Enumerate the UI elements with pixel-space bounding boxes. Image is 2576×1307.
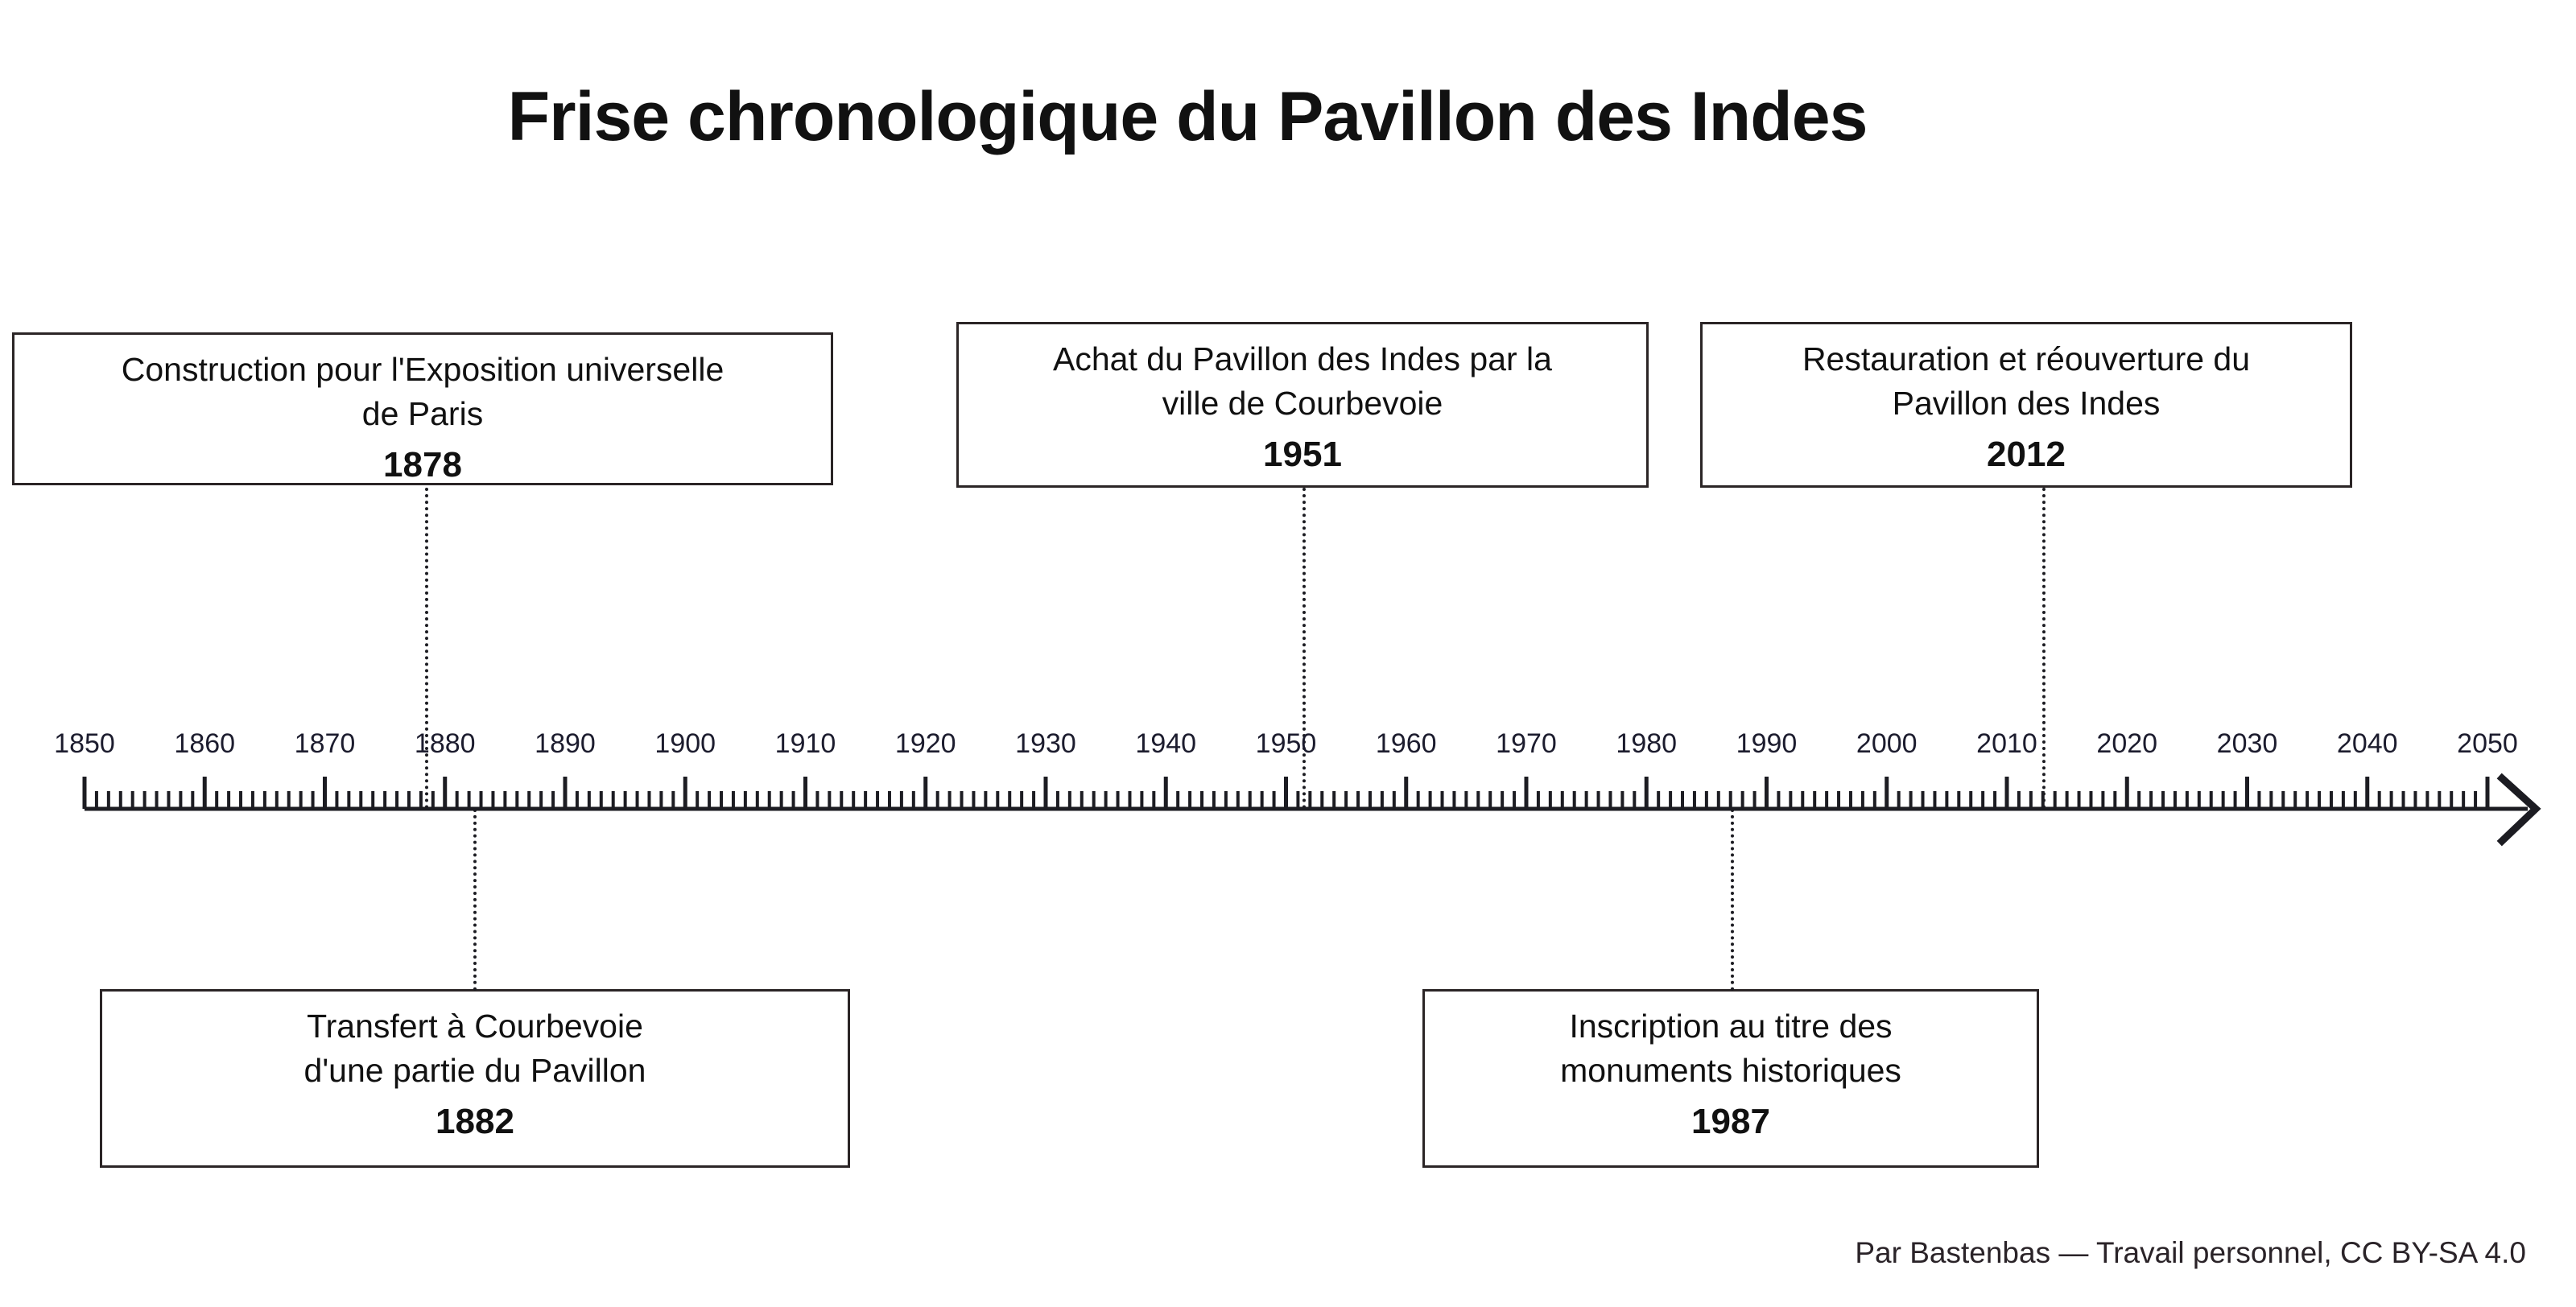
event-year: 1878 [383,445,462,485]
axis-tick-label: 1880 [414,728,476,759]
event-line2: ville de Courbevoie [1162,384,1443,422]
axis-tick-label: 1870 [294,728,356,759]
axis-tick-label: 1920 [894,728,956,759]
event-line2: de Paris [361,394,484,432]
connector-1878 [425,488,428,809]
axis-tick-label: 1930 [1015,728,1076,759]
event-box-achat-1951: Achat du Pavillon des Indes par la ville… [956,322,1649,488]
event-year: 1882 [436,1102,514,1142]
event-line1: Achat du Pavillon des Indes par la [1053,340,1552,377]
connector-2012 [2042,488,2046,809]
connector-1987 [1731,809,1734,991]
axis-tick-label: 2050 [2457,728,2518,759]
axis-tick-label: 1850 [54,728,115,759]
axis-tick-label: 2000 [1856,728,1918,759]
axis-tick-label: 2010 [1976,728,2037,759]
axis-tick-label: 1980 [1616,728,1678,759]
page-title: Frise chronologique du Pavillon des Inde… [507,78,1868,155]
axis-tick-label: 1950 [1255,728,1317,759]
event-line1: Transfert à Courbevoie [307,1008,643,1045]
axis-tick-label: 1890 [535,728,596,759]
axis-tick-label: 2030 [2216,728,2278,759]
axis-tick-label: 1970 [1496,728,1557,759]
event-year: 2012 [1987,435,2066,475]
axis-tick-label: 1940 [1135,728,1197,759]
connector-1951 [1302,488,1306,809]
axis-tick-label: 1960 [1375,728,1437,759]
event-line2: Pavillon des Indes [1892,384,2161,422]
event-box-restauration-2012: Restauration et réouverture du Pavillon … [1700,322,2352,488]
attribution-text: Par Bastenbas — Travail personnel, CC BY… [1855,1236,2526,1269]
connector-1882 [473,809,477,991]
axis-tick-label: 2040 [2336,728,2398,759]
event-line1: Construction pour l'Exposition universel… [121,351,724,388]
event-box-construction-1878: Construction pour l'Exposition universel… [12,332,833,485]
event-year: 1987 [1691,1102,1770,1142]
axis-tick-label: 1990 [1736,728,1798,759]
event-line2: monuments historiques [1560,1051,1901,1089]
axis-ticks [82,773,2541,847]
event-box-transfert-1882: Transfert à Courbevoie d'une partie du P… [100,989,850,1168]
event-line1: Inscription au titre des [1569,1008,1893,1045]
axis-tick-label: 1860 [174,728,236,759]
event-box-inscription-1987: Inscription au titre des monuments histo… [1422,989,2039,1168]
axis-arrowhead [2496,773,2541,847]
event-line1: Restauration et réouverture du [1802,340,2251,377]
axis-tick-label: 1910 [774,728,836,759]
event-year: 1951 [1263,435,1342,475]
axis-tick-label: 2020 [2096,728,2158,759]
axis-tick-label: 1900 [654,728,716,759]
event-line2: d'une partie du Pavillon [303,1051,646,1089]
